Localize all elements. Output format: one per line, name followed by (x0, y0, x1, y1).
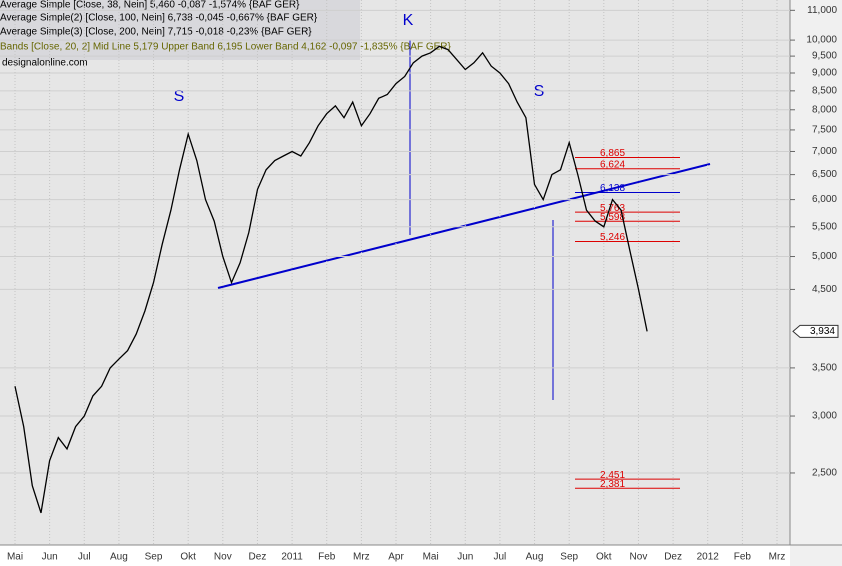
x-tick-label: Feb (734, 552, 752, 563)
x-tick-label: Dez (249, 552, 267, 563)
level-label: 5,763 (600, 203, 625, 214)
x-tick-label: Okt (596, 552, 612, 563)
x-tick-label: 2011 (281, 552, 303, 563)
neckline (217, 163, 711, 289)
x-tick-label: Mrz (769, 552, 786, 563)
price-tag (792, 324, 839, 338)
x-tick-label: Mai (7, 552, 23, 563)
x-tick-label: Nov (630, 552, 648, 563)
x-tick-label: Jun (457, 552, 473, 563)
x-tick-label: Dez (664, 552, 682, 563)
y-tick-label: 9,000 (812, 68, 837, 79)
y-tick-label: 5,500 (812, 221, 837, 232)
pattern-label: S (174, 88, 185, 105)
axis-background (790, 0, 842, 566)
header-line: Average Simple(3) [Close, 200, Nein] 7,7… (0, 27, 312, 38)
level-label: 2,381 (600, 479, 625, 490)
level-label: 6,865 (600, 148, 625, 159)
x-tick-label: Jul (78, 552, 91, 563)
x-tick-label: Sep (145, 552, 163, 563)
y-tick-label: 11,000 (807, 5, 837, 16)
y-tick-label: 7,000 (812, 146, 837, 157)
y-tick-label: 6,500 (812, 169, 837, 180)
x-tick-label: Mrz (353, 552, 370, 563)
x-tick-label: Aug (526, 552, 544, 563)
header-line: Average Simple [Close, 38, Nein] 5,460 -… (0, 0, 300, 11)
y-tick-label: 7,500 (812, 125, 837, 136)
level-label: 6,138 (600, 183, 625, 194)
x-tick-label: Jul (494, 552, 507, 563)
x-tick-label: 2012 (697, 552, 720, 563)
y-tick-label: 4,500 (812, 284, 837, 295)
y-tick-label: 5,000 (812, 251, 837, 262)
x-tick-label: Feb (318, 552, 336, 563)
y-tick-label: 8,500 (812, 85, 837, 96)
watermark: designalonline.com (2, 58, 88, 69)
header-line: Bands [Close, 20, 2] Mid Line 5,179 Uppe… (0, 42, 452, 53)
y-tick-label: 6,000 (812, 194, 837, 205)
level-label: 5,598 (600, 212, 625, 223)
y-tick-label: 3,000 (812, 411, 837, 422)
x-tick-label: Apr (388, 552, 404, 563)
y-tick-label: 8,000 (812, 104, 837, 115)
x-tick-label: Nov (214, 552, 232, 563)
y-tick-label: 10,000 (806, 35, 837, 46)
price-line (14, 45, 648, 514)
level-label: 6,624 (600, 159, 625, 170)
level-label: 2,451 (600, 470, 625, 481)
x-tick-label: Okt (180, 552, 196, 563)
x-tick-label: Aug (110, 552, 128, 563)
y-tick-label: 9,500 (812, 51, 837, 62)
price-tag-label: 3,934 (810, 326, 835, 337)
x-tick-label: Sep (560, 552, 578, 563)
pattern-label: K (403, 12, 414, 29)
level-label: 5,246 (600, 232, 625, 243)
y-tick-label: 2,500 (812, 468, 837, 479)
header-line: Average Simple(2) [Close, 100, Nein] 6,7… (0, 13, 318, 24)
x-tick-label: Jun (42, 552, 58, 563)
y-tick-label: 3,500 (812, 363, 837, 374)
x-tick-label: Mai (423, 552, 439, 563)
pattern-label: S (534, 83, 545, 100)
